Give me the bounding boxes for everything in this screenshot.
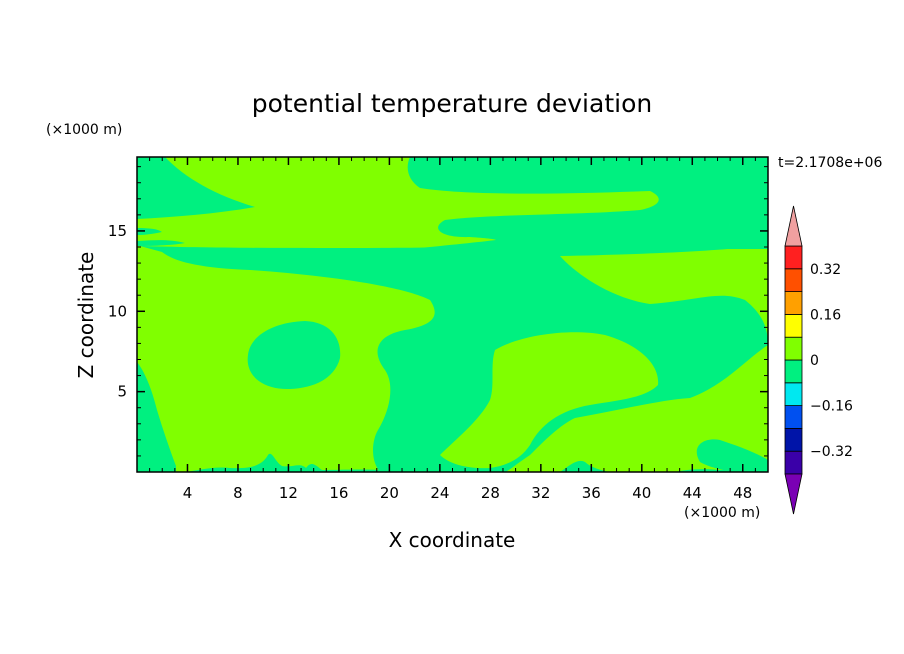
colorbar-band (784, 450, 803, 475)
x-tick-label: 48 (733, 484, 752, 502)
colorbar-tick-label: 0.32 (810, 262, 841, 278)
colorbar-band (784, 245, 803, 270)
y-axis-ticks: 5 10 15 (108, 166, 768, 457)
x-tick-label: 24 (430, 484, 449, 502)
colorbar-tick-label: −0.16 (810, 399, 853, 415)
x-tick-label: 8 (233, 484, 243, 502)
y-tick-label: 5 (117, 383, 127, 401)
colorbar-tick-label: −0.32 (810, 444, 853, 460)
y-axis-label: Z coordinate (74, 252, 98, 379)
colorbar-top-triangle (784, 205, 803, 247)
x-tick-label: 12 (279, 484, 298, 502)
colorbar: 0.32 0.16 0 −0.16 −0.32 (784, 205, 853, 515)
x-tick-label: 40 (632, 484, 651, 502)
x-tick-label: 32 (531, 484, 550, 502)
x-tick-label: 36 (582, 484, 601, 502)
x-axis-ticks: 4 8 12 16 20 24 28 32 36 40 44 48 (149, 157, 756, 502)
right-lower-positive-island (440, 332, 659, 469)
x-axis-label: X coordinate (389, 528, 516, 552)
x-unit-label: (×1000 m) (684, 505, 760, 521)
colorbar-band (784, 382, 803, 406)
colorbar-band (784, 291, 803, 315)
colorbar-tick-label: 0 (810, 353, 819, 369)
x-tick-label: 20 (380, 484, 399, 502)
x-tick-label: 28 (481, 484, 500, 502)
colorbar-band (784, 427, 803, 452)
left-middle-negative-blob (247, 321, 341, 390)
colorbar-band (784, 336, 803, 361)
y-tick-label: 10 (108, 302, 127, 320)
colorbar-band (784, 405, 803, 429)
time-label: t=2.1708e+06 (778, 155, 882, 171)
left-edge-negative-strip (137, 362, 176, 472)
colorbar-band (784, 313, 803, 338)
colorbar-band (784, 359, 803, 384)
x-tick-label: 44 (683, 484, 702, 502)
colorbar-tick-label: 0.16 (810, 307, 841, 323)
chart-title: potential temperature deviation (252, 89, 652, 118)
colorbar-band (784, 268, 803, 292)
colorbar-bottom-triangle (784, 473, 803, 515)
plot-area (137, 157, 768, 472)
upper-left-negative-band (137, 157, 255, 246)
bottom-edge-negative-speckles (185, 453, 745, 472)
y-tick-label: 15 (108, 222, 127, 240)
x-tick-label: 16 (329, 484, 348, 502)
central-negative-region (140, 246, 768, 472)
upper-right-negative-band (407, 157, 768, 249)
x-tick-label: 4 (183, 484, 193, 502)
y-unit-label: (×1000 m) (46, 122, 122, 138)
